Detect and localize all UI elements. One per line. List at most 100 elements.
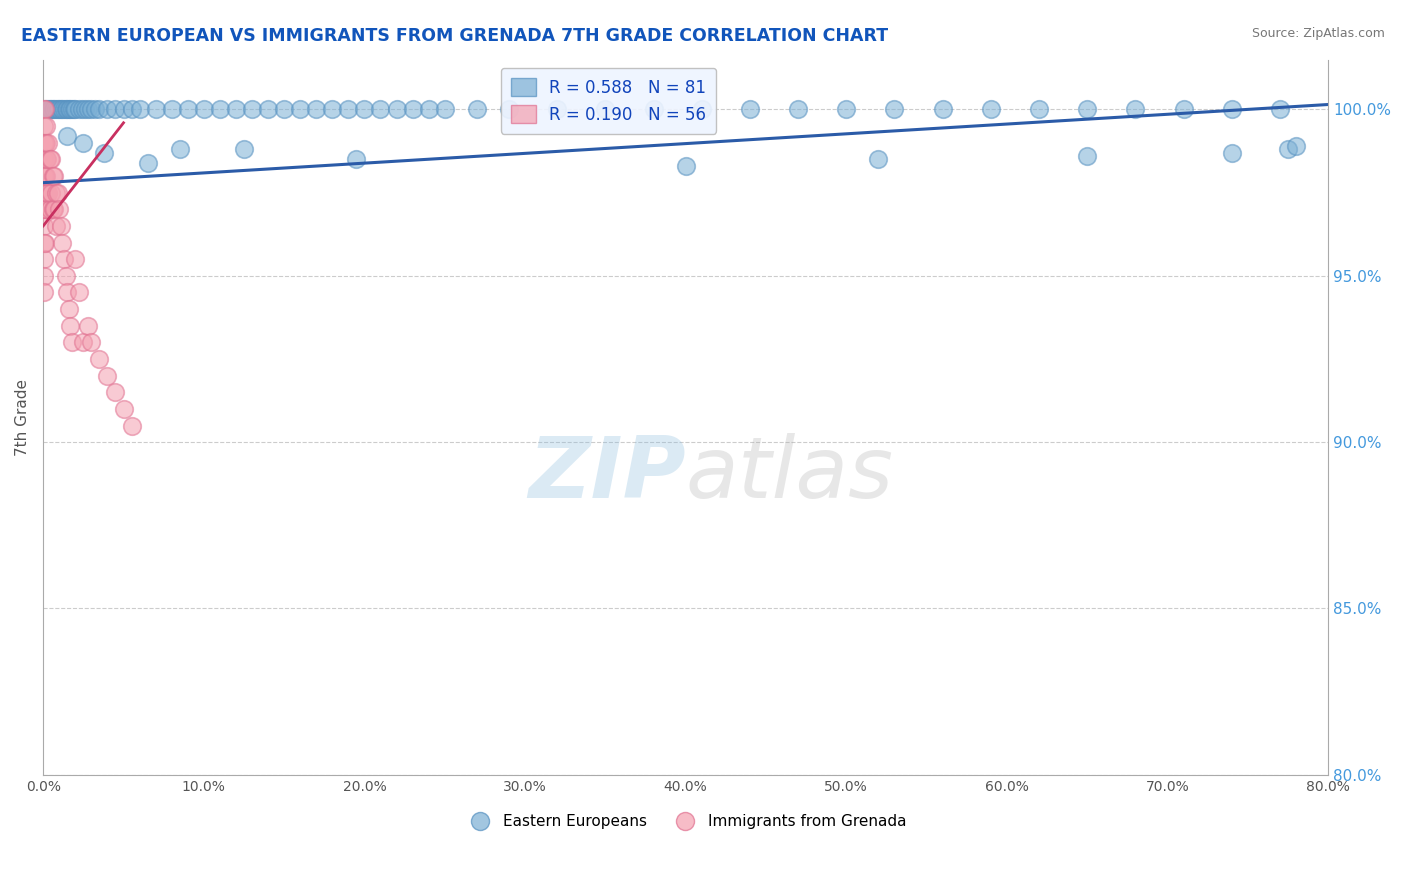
Point <box>1173 103 1195 117</box>
Point <box>273 103 295 117</box>
Point <box>868 153 890 167</box>
Point <box>65 103 87 117</box>
Point <box>58 103 80 117</box>
Point <box>51 235 73 250</box>
Point <box>56 129 79 144</box>
Point <box>44 103 66 117</box>
Point <box>32 169 55 183</box>
Point <box>39 153 62 167</box>
Point <box>1076 103 1098 117</box>
Point <box>1028 103 1050 117</box>
Point <box>38 153 60 167</box>
Point <box>835 103 858 117</box>
Point <box>56 285 79 300</box>
Point <box>48 202 70 217</box>
Point <box>169 143 191 157</box>
Point <box>70 103 93 117</box>
Point <box>1277 143 1299 157</box>
Point <box>45 103 67 117</box>
Point <box>34 169 56 183</box>
Point <box>72 335 94 350</box>
Point <box>385 103 408 117</box>
Point <box>240 103 263 117</box>
Point <box>32 268 55 283</box>
Point <box>112 401 135 416</box>
Point <box>112 103 135 117</box>
Text: ZIP: ZIP <box>529 433 686 516</box>
Point <box>433 103 456 117</box>
Point <box>53 103 76 117</box>
Point <box>675 159 697 173</box>
Point <box>546 103 568 117</box>
Point <box>1220 103 1243 117</box>
Point <box>89 103 111 117</box>
Point <box>34 235 56 250</box>
Point <box>32 103 55 117</box>
Point <box>96 103 118 117</box>
Point <box>39 103 62 117</box>
Point <box>1076 149 1098 163</box>
Point <box>418 103 440 117</box>
Point <box>37 103 59 117</box>
Point <box>67 103 90 117</box>
Point <box>1220 145 1243 160</box>
Point <box>1285 139 1308 153</box>
Point <box>39 186 62 200</box>
Point <box>38 103 60 117</box>
Point <box>48 103 70 117</box>
Point <box>56 103 79 117</box>
Point <box>77 318 100 333</box>
Point <box>53 252 76 267</box>
Point <box>65 252 87 267</box>
Point <box>58 302 80 317</box>
Point <box>32 285 55 300</box>
Point <box>980 103 1002 117</box>
Point <box>60 335 83 350</box>
Point <box>370 103 392 117</box>
Point <box>34 186 56 200</box>
Point <box>83 103 105 117</box>
Point <box>643 103 665 117</box>
Point <box>42 202 65 217</box>
Point <box>128 103 150 117</box>
Point <box>73 103 96 117</box>
Point <box>690 103 713 117</box>
Text: Source: ZipAtlas.com: Source: ZipAtlas.com <box>1251 27 1385 40</box>
Point <box>883 103 905 117</box>
Point <box>145 103 167 117</box>
Point <box>44 169 66 183</box>
Point <box>160 103 183 117</box>
Point <box>34 103 56 117</box>
Point <box>121 103 143 117</box>
Point <box>32 235 55 250</box>
Point <box>32 153 55 167</box>
Point <box>55 268 77 283</box>
Point <box>62 103 84 117</box>
Point <box>738 103 761 117</box>
Point <box>931 103 953 117</box>
Point <box>72 136 94 150</box>
Point <box>498 103 520 117</box>
Point <box>80 103 103 117</box>
Point <box>35 103 58 117</box>
Point <box>93 145 115 160</box>
Point <box>32 186 55 200</box>
Point <box>337 103 360 117</box>
Point <box>60 103 83 117</box>
Point <box>121 418 143 433</box>
Point <box>208 103 231 117</box>
Point <box>305 103 328 117</box>
Point <box>35 136 58 150</box>
Point <box>42 103 65 117</box>
Point <box>59 103 82 117</box>
Point <box>104 103 127 117</box>
Point <box>136 155 159 169</box>
Point <box>353 103 375 117</box>
Point <box>34 136 56 150</box>
Point <box>49 219 72 233</box>
Point <box>257 103 280 117</box>
Point <box>595 103 617 117</box>
Point <box>37 136 59 150</box>
Point <box>1268 103 1291 117</box>
Point <box>290 103 312 117</box>
